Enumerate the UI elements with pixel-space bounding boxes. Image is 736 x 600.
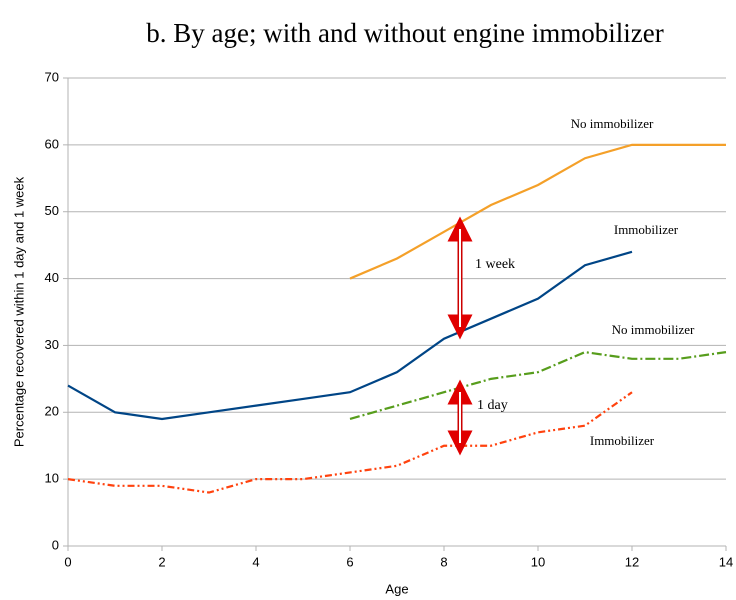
y-tick-label: 0 bbox=[52, 537, 59, 552]
x-tick-label: 10 bbox=[531, 554, 545, 569]
x-tick-label: 0 bbox=[64, 554, 71, 569]
series-label: No immobilizer bbox=[612, 322, 695, 337]
series-line bbox=[349, 143, 726, 280]
x-axis-label: Age bbox=[385, 581, 408, 596]
x-tick-label: 12 bbox=[625, 554, 639, 569]
series-label: Immobilizer bbox=[590, 433, 655, 448]
grid: 0 10 20 30 40 50 60 70 0 2 4 6 8 10 12 14 bbox=[45, 69, 734, 569]
x-tick-label: 6 bbox=[346, 554, 353, 569]
x-tick-label: 8 bbox=[440, 554, 447, 569]
y-tick-label: 70 bbox=[45, 69, 59, 84]
x-tick-label: 14 bbox=[719, 554, 733, 569]
lines: No immobilizer Immobilizer No immobilizer I… bbox=[67, 116, 727, 494]
y-tick-label: 20 bbox=[45, 404, 59, 419]
annotation: 1 week bbox=[475, 257, 515, 272]
chart-title: b. By age; with and without engine immob… bbox=[146, 18, 663, 48]
y-tick-label: 30 bbox=[45, 337, 59, 352]
y-axis-label: Percentage recovered within 1 day and 1 … bbox=[11, 176, 26, 447]
x-tick-label: 2 bbox=[158, 554, 165, 569]
y-tick-label: 40 bbox=[45, 270, 59, 285]
series-line bbox=[67, 391, 633, 494]
annotation: 1 day bbox=[477, 398, 508, 413]
y-tick-label: 50 bbox=[45, 203, 59, 218]
series-label: No immobilizer bbox=[571, 116, 654, 131]
series-line bbox=[67, 250, 633, 421]
y-tick-label: 60 bbox=[45, 136, 59, 151]
y-tick-label: 10 bbox=[45, 471, 59, 486]
series-line bbox=[349, 350, 727, 421]
series-label: Immobilizer bbox=[614, 222, 679, 237]
x-tick-label: 4 bbox=[252, 554, 259, 569]
